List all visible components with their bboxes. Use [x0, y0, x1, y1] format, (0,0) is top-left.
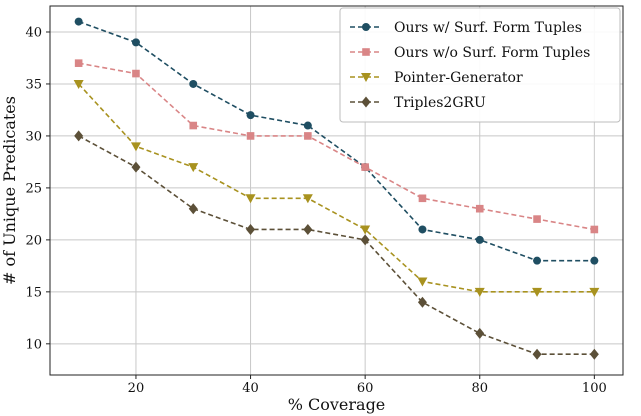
- y-axis-label: # of Unique Predicates: [0, 96, 19, 285]
- legend-item: Triples2GRU: [350, 95, 486, 111]
- legend-marker: [362, 23, 370, 31]
- data-point: [189, 121, 198, 130]
- data-point: [532, 348, 542, 360]
- legend: Ours w/ Surf. Form Tuples Ours w/o Surf. …: [339, 7, 621, 123]
- y-tick-label: 15: [25, 285, 42, 300]
- legend-marker: [362, 48, 370, 56]
- data-point: [246, 111, 255, 120]
- series-4: [74, 130, 599, 360]
- data-point: [590, 225, 599, 234]
- data-point: [533, 256, 542, 265]
- data-point: [131, 161, 141, 173]
- data-point: [74, 17, 83, 26]
- data-point: [302, 194, 313, 204]
- y-tick-label: 30: [25, 129, 42, 144]
- data-point: [475, 204, 484, 213]
- legend-marker: [361, 73, 371, 82]
- legend-item: Ours w/o Surf. Form Tuples: [350, 45, 590, 61]
- data-point: [589, 287, 600, 297]
- series-line: [78, 135, 595, 356]
- data-point: [417, 296, 427, 308]
- data-point: [417, 277, 428, 287]
- x-axis-label: % Coverage: [288, 395, 386, 414]
- series-2: [74, 59, 599, 234]
- y-tick-label: 40: [25, 25, 42, 40]
- legend-item: Pointer-Generator: [350, 70, 523, 86]
- series-3: [73, 79, 600, 297]
- data-point: [418, 194, 427, 203]
- data-point: [418, 225, 427, 234]
- data-point: [74, 130, 84, 142]
- y-tick-label: 25: [25, 181, 42, 196]
- y-tick-label: 20: [25, 233, 42, 248]
- legend-box: [339, 7, 621, 123]
- data-point: [130, 142, 141, 152]
- legend-label: Pointer-Generator: [394, 70, 523, 86]
- data-point: [361, 163, 369, 171]
- legend-label: Triples2GRU: [394, 95, 486, 111]
- x-tick-label: 20: [128, 381, 145, 396]
- data-point: [303, 223, 313, 235]
- data-point: [303, 121, 312, 130]
- data-point: [188, 163, 199, 173]
- data-point: [533, 215, 541, 223]
- x-tick-label: 40: [242, 381, 259, 396]
- data-point: [475, 327, 485, 339]
- x-tick-label: 100: [582, 381, 607, 396]
- data-point: [474, 287, 485, 297]
- series-line: [78, 20, 595, 262]
- data-point: [589, 348, 599, 360]
- series-line: [78, 83, 595, 293]
- tick-labels: 20 40 60 80 100 10 15 20 25 30 35 40: [25, 25, 606, 396]
- data-point: [532, 287, 543, 297]
- series-line: [78, 62, 595, 231]
- y-tick-label: 35: [25, 77, 42, 92]
- data-point: [246, 223, 256, 235]
- data-point: [590, 256, 599, 265]
- legend-marker: [361, 96, 371, 108]
- data-point: [360, 234, 370, 246]
- data-point: [188, 203, 198, 215]
- data-point: [246, 132, 255, 140]
- data-point: [245, 194, 256, 204]
- plot-frame: [49, 5, 624, 376]
- data-point: [360, 225, 371, 235]
- data-point: [189, 79, 198, 88]
- x-tick-label: 60: [357, 381, 374, 396]
- data-point: [73, 79, 84, 89]
- data-point: [132, 69, 140, 78]
- legend-label: Ours w/o Surf. Form Tuples: [394, 45, 590, 61]
- data-point: [475, 235, 484, 244]
- y-tick-label: 10: [25, 337, 42, 352]
- data-point: [74, 59, 83, 67]
- legend-label: Ours w/ Surf. Form Tuples: [394, 20, 582, 36]
- data-point: [304, 132, 312, 140]
- series-group: [73, 17, 600, 360]
- legend-item: Ours w/ Surf. Form Tuples: [350, 20, 582, 36]
- x-tick-label: 80: [471, 381, 488, 396]
- data-point: [131, 38, 140, 47]
